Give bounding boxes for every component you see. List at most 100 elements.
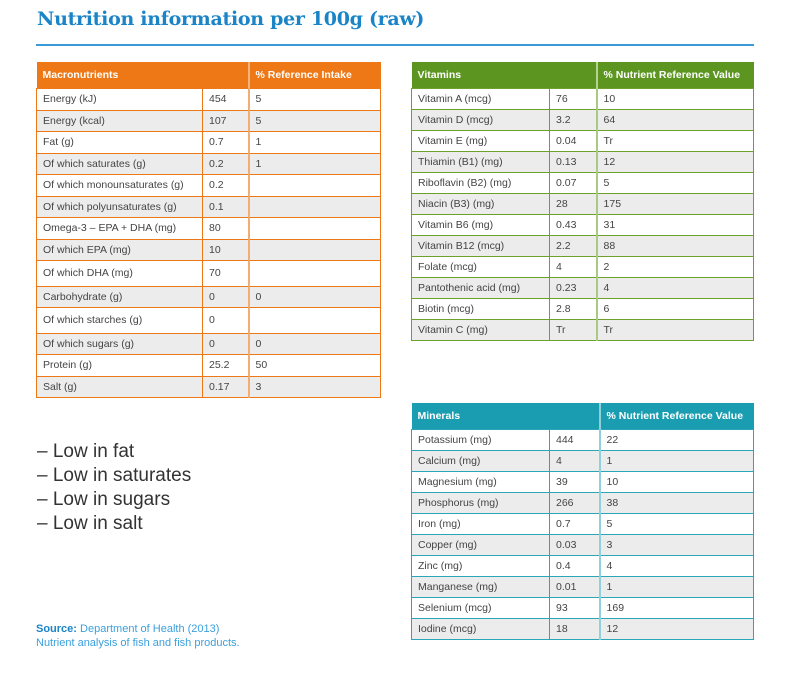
nutrient-value: 25.2	[202, 354, 249, 377]
reference-intake	[247, 307, 381, 334]
nutrient-name: Of which EPA (mg)	[36, 238, 203, 261]
table-row: Magnesium (mg) 39 10	[411, 471, 755, 493]
reference-intake	[247, 260, 381, 287]
table-row: Of which starches (g) 0	[36, 307, 381, 334]
nutrient-value: 0.1	[202, 195, 249, 218]
reference-intake: 3	[247, 375, 381, 398]
reference-intake: 50	[247, 354, 381, 377]
nutrient-name: Selenium (mcg)	[411, 597, 550, 619]
table-row: Copper (mg) 0.03 3	[411, 534, 755, 556]
reference-intake: 0	[247, 332, 381, 355]
nrv-value: 1	[598, 576, 755, 598]
nutrient-value: 76	[548, 88, 598, 110]
nrv-value: Tr	[595, 319, 755, 341]
reference-intake: 1	[247, 152, 381, 175]
table-row: Of which saturates (g) 0.2 1	[36, 152, 381, 175]
table-row: Riboflavin (B2) (mg) 0.07 5	[411, 172, 755, 194]
table-row: Potassium (mg) 444 22	[411, 429, 755, 451]
nrv-header: % Nutrient Reference Value	[598, 403, 754, 430]
nrv-value: 10	[598, 471, 755, 493]
table-row: Protein (g) 25.2 50	[36, 354, 381, 377]
nrv-value: 5	[595, 172, 755, 194]
table-row: Of which sugars (g) 0 0	[36, 332, 381, 355]
nutrient-value: 28	[548, 193, 598, 215]
nutrient-value: 444	[548, 429, 601, 451]
nutrient-value: 0.13	[548, 151, 598, 173]
reference-intake	[247, 217, 381, 240]
nrv-value: 88	[595, 235, 755, 257]
nutrient-value: 0.03	[548, 534, 601, 556]
table-row: Folate (mcg) 4 2	[411, 256, 755, 278]
nutrient-value: 0.7	[202, 131, 249, 154]
nutrient-name: Thiamin (B1) (mg)	[411, 151, 550, 173]
nutrient-value: Tr	[548, 319, 598, 341]
nutrient-name: Fat (g)	[36, 131, 203, 154]
vitamins-header: Vitamins	[411, 62, 597, 89]
table-row: Selenium (mcg) 93 169	[411, 597, 755, 619]
nutrient-value: 0.7	[548, 513, 601, 535]
nutrient-value: 93	[548, 597, 601, 619]
nutrient-name: Salt (g)	[36, 375, 203, 398]
nutrient-value: 70	[202, 260, 249, 287]
nutrient-name: Carbohydrate (g)	[36, 285, 203, 308]
table-row: Carbohydrate (g) 0 0	[36, 285, 381, 308]
table-row: Vitamin E (mg) 0.04 Tr	[411, 130, 755, 152]
nutrient-name: Vitamin B6 (mg)	[411, 214, 550, 236]
table-row: Of which DHA (mg) 70	[36, 260, 381, 287]
nutrient-name: Vitamin C (mg)	[411, 319, 550, 341]
nrv-value: 64	[595, 109, 755, 131]
nutrient-name: Protein (g)	[36, 354, 203, 377]
nutrient-name: Magnesium (mg)	[411, 471, 550, 493]
reference-intake: 5	[247, 109, 381, 132]
title-divider	[36, 44, 754, 46]
nutrient-name: Of which saturates (g)	[36, 152, 203, 175]
nutrient-value: 4	[548, 450, 601, 472]
nrv-value: 5	[598, 513, 755, 535]
reference-intake: 1	[247, 131, 381, 154]
nutrient-name: Of which sugars (g)	[36, 332, 203, 355]
table-row: Zinc (mg) 0.4 4	[411, 555, 755, 577]
nutrient-value: 0	[202, 307, 249, 334]
table-row: Calcium (mg) 4 1	[411, 450, 755, 472]
table-row: Iodine (mcg) 18 12	[411, 618, 755, 640]
nrv-value: 31	[595, 214, 755, 236]
vitamins-table: Vitamins % Nutrient Reference Value Vita…	[411, 62, 755, 341]
nutrient-value: 0.2	[202, 174, 249, 197]
nrv-value: 38	[598, 492, 755, 514]
nutrient-value: 0.17	[202, 375, 249, 398]
reference-intake: 0	[247, 285, 381, 308]
nutrient-value: 0.2	[202, 152, 249, 175]
nrv-value: 10	[595, 88, 755, 110]
reference-intake-header: % Reference Intake	[247, 62, 381, 89]
table-row: Manganese (mg) 0.01 1	[411, 576, 755, 598]
nrv-value: 175	[595, 193, 755, 215]
nutrient-value: 10	[202, 238, 249, 261]
nutrient-value: 107	[202, 109, 249, 132]
nutrient-value: 18	[548, 618, 601, 640]
nutrient-value: 0.01	[548, 576, 601, 598]
nutrition-claims: – Low in fat – Low in saturates – Low in…	[37, 440, 191, 536]
nutrient-name: Iron (mg)	[411, 513, 550, 535]
nutrient-name: Folate (mcg)	[411, 256, 550, 278]
nutrient-name: Riboflavin (B2) (mg)	[411, 172, 550, 194]
nrv-value: 1	[598, 450, 755, 472]
nrv-value: 12	[595, 151, 755, 173]
nutrient-name: Zinc (mg)	[411, 555, 550, 577]
reference-intake	[247, 195, 381, 218]
table-row: Energy (kJ) 454 5	[36, 88, 381, 111]
nutrient-value: 0	[202, 285, 249, 308]
table-row: Niacin (B3) (mg) 28 175	[411, 193, 755, 215]
table-header-row: Minerals % Nutrient Reference Value	[411, 403, 754, 430]
reference-intake	[247, 238, 381, 261]
table-row: Iron (mg) 0.7 5	[411, 513, 755, 535]
minerals-header: Minerals	[411, 403, 600, 430]
table-row: Thiamin (B1) (mg) 0.13 12	[411, 151, 755, 173]
table-row: Pantothenic acid (mg) 0.23 4	[411, 277, 755, 299]
nutrient-value: 80	[202, 217, 249, 240]
table-row: Omega-3 – EPA + DHA (mg) 80	[36, 217, 381, 240]
nutrient-value: 0.43	[548, 214, 598, 236]
nrv-value: 6	[595, 298, 755, 320]
source-line-2: Nutrient analysis of fish and fish produ…	[36, 637, 240, 649]
nrv-value: Tr	[595, 130, 755, 152]
table-header-row: Macronutrients % Reference Intake	[36, 62, 381, 89]
